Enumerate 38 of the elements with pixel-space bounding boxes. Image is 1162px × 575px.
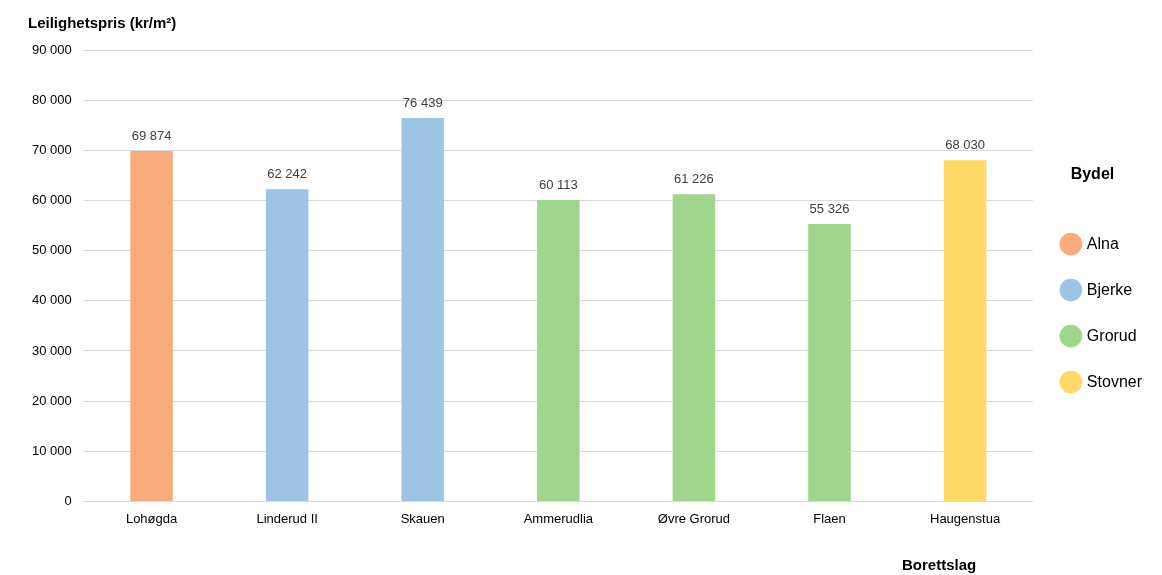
bar bbox=[808, 223, 851, 501]
data-label: 60 113 bbox=[538, 176, 578, 192]
data-label: 76 439 bbox=[402, 95, 443, 111]
data-label: 62 242 bbox=[267, 166, 308, 182]
x-tick-label: Haugenstua bbox=[930, 510, 1001, 526]
bar bbox=[265, 189, 309, 501]
bar bbox=[537, 199, 580, 501]
y-tick-label: 80 000 bbox=[32, 91, 72, 107]
x-tick-label: Linderud II bbox=[256, 510, 318, 526]
y-tick-label: 70 000 bbox=[32, 141, 72, 157]
x-tick-label: Skauen bbox=[400, 510, 445, 526]
y-tick-label: 20 000 bbox=[32, 392, 72, 408]
x-axis-title: Borettslag bbox=[902, 556, 977, 573]
data-label: 68 030 bbox=[945, 137, 985, 153]
y-tick-label: 60 000 bbox=[32, 192, 72, 208]
bar bbox=[401, 118, 444, 501]
bar bbox=[130, 150, 173, 501]
y-tick-label: 40 000 bbox=[32, 292, 72, 308]
y-tick-label: 10 000 bbox=[32, 442, 72, 458]
data-label: 55 326 bbox=[809, 200, 850, 216]
x-tick-label: Ammerudlia bbox=[523, 510, 594, 526]
legend-title: Bydel bbox=[1070, 165, 1115, 183]
bar bbox=[943, 160, 987, 501]
y-tick-label: 50 000 bbox=[32, 242, 72, 258]
legend-label: Grorud bbox=[1086, 326, 1137, 344]
legend-label: Stovner bbox=[1086, 372, 1143, 390]
x-tick-label: Lohøgda bbox=[125, 510, 178, 526]
y-tick-label: 0 bbox=[64, 492, 72, 508]
data-label: 61 226 bbox=[674, 171, 714, 187]
y-tick-label: 30 000 bbox=[32, 342, 72, 358]
x-tick-label: Flaen bbox=[813, 510, 846, 526]
legend-label: Alna bbox=[1086, 234, 1119, 252]
data-label: 69 874 bbox=[131, 128, 172, 144]
bar bbox=[672, 194, 716, 501]
y-axis-title: Leilighetspris (kr/m²) bbox=[28, 14, 177, 31]
y-tick-label: 90 000 bbox=[32, 41, 72, 57]
legend-label: Bjerke bbox=[1086, 280, 1133, 298]
x-tick-label: Øvre Grorud bbox=[657, 510, 731, 526]
